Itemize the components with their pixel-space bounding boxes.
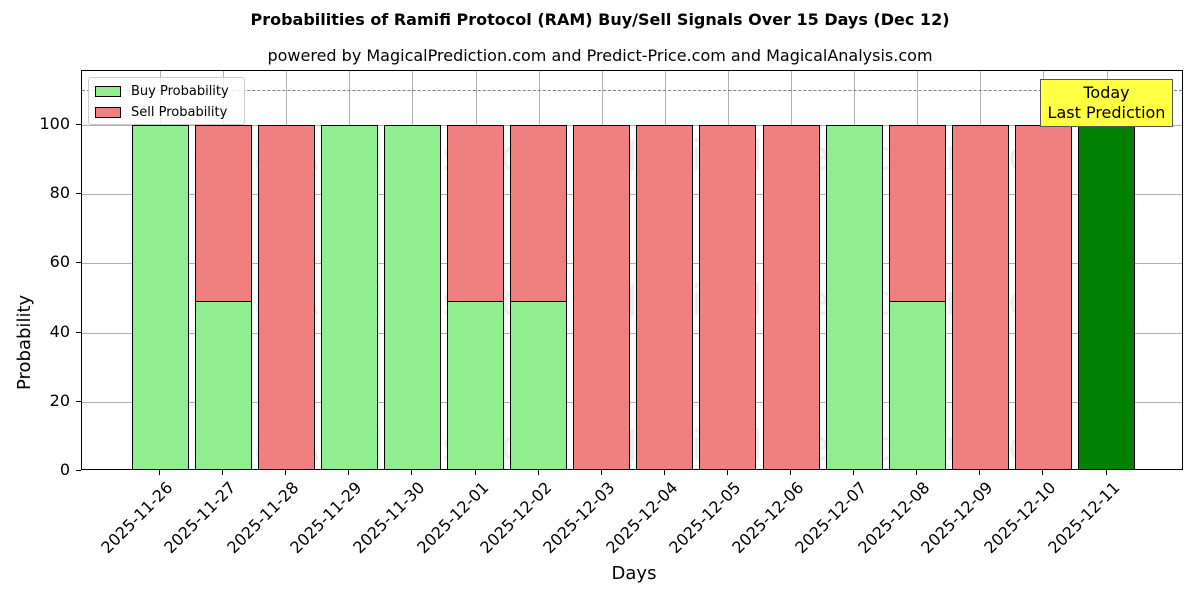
reference-line-dashed	[82, 90, 1182, 92]
bar-2025-12-07	[825, 125, 883, 469]
y-tick-label: 60	[49, 252, 70, 272]
y-tick-label: 80	[49, 183, 70, 203]
legend-item-sell: Sell Probability	[95, 103, 227, 121]
x-tick	[663, 470, 665, 475]
bar-segment-sell	[700, 126, 756, 469]
bar-segment-buy	[448, 301, 503, 469]
y-axis-label-wrap: Probability	[14, 295, 38, 450]
bar-segment-buy	[511, 301, 567, 469]
x-tick	[159, 470, 160, 475]
bar-segment-sell	[195, 126, 251, 302]
today-annotation: Today Last Prediction	[1040, 79, 1173, 127]
bar-2025-11-29	[320, 125, 378, 469]
gridline-horizontal	[82, 332, 1182, 334]
x-axis-label: Days	[611, 563, 657, 584]
y-tick-label: 0	[59, 460, 70, 479]
gridline-horizontal	[82, 263, 1182, 265]
bar-segment-buy	[195, 301, 251, 469]
x-tick	[790, 470, 791, 475]
gridline-horizontal	[82, 401, 1182, 403]
chart-subtitle: powered by MagicalPrediction.com and Pre…	[267, 46, 933, 65]
bar-2025-12-02	[510, 125, 568, 469]
y-tick	[76, 193, 81, 195]
x-tick	[411, 470, 413, 475]
bar-2025-12-05	[699, 125, 757, 469]
bar-segment-sell	[637, 126, 693, 469]
x-tick	[537, 470, 539, 475]
bar-segment-sell	[574, 126, 630, 469]
gridline-horizontal	[82, 125, 1182, 126]
legend-sell-label: Sell Probability	[131, 104, 228, 120]
bar-segment-buy	[889, 301, 945, 469]
bar-2025-11-26	[131, 125, 189, 469]
bar-2025-12-04	[636, 125, 694, 469]
bar-segment-buy	[132, 126, 188, 469]
bar-segment-sell	[511, 126, 567, 302]
x-tick	[1042, 470, 1044, 475]
plot-area: MagicalAnalysis.comMagicalPrediction.com…	[81, 70, 1183, 470]
bar-segment-buy	[384, 126, 440, 469]
bar-segment-sell	[952, 126, 1008, 469]
bar-2025-11-30	[383, 125, 441, 469]
annotation-line1: Today	[1083, 83, 1130, 102]
buy-swatch-icon	[95, 85, 121, 97]
x-tick	[853, 470, 855, 475]
bar-2025-12-03	[573, 125, 631, 469]
x-tick	[348, 470, 350, 475]
bar-2025-11-28	[257, 125, 315, 469]
x-tick	[1105, 470, 1107, 475]
x-tick	[600, 470, 602, 475]
annotation-line2: Last Prediction	[1047, 103, 1166, 122]
bar-segment-sell	[258, 126, 314, 469]
gridline-horizontal	[82, 194, 1182, 196]
bar-2025-12-09	[951, 125, 1009, 469]
bar-2025-12-01	[447, 125, 504, 469]
y-axis-label: Probability	[14, 294, 35, 390]
x-tick	[285, 470, 287, 475]
bar-segment-buy	[826, 126, 882, 469]
bar-2025-12-10	[1014, 125, 1072, 469]
bar-2025-11-27	[194, 125, 252, 469]
y-tick	[76, 331, 81, 333]
sell-swatch-icon	[95, 106, 121, 118]
x-tick	[222, 470, 224, 475]
y-tick	[76, 262, 81, 264]
bar-segment-sell	[1015, 126, 1071, 469]
bar-2025-12-08	[888, 125, 946, 469]
y-tick	[76, 470, 81, 471]
bar-segment-sell	[889, 126, 945, 302]
bar-2025-12-06	[762, 125, 820, 469]
legend-buy-label: Buy Probability	[131, 83, 229, 99]
bar-2025-12-11	[1078, 125, 1135, 469]
y-tick-label: 40	[49, 321, 70, 341]
y-tick-label: 100	[39, 114, 70, 133]
y-tick	[76, 400, 81, 402]
bar-segment-sell	[763, 126, 819, 469]
x-tick	[474, 470, 476, 475]
x-tick	[726, 470, 728, 475]
chart-title: Probabilities of Ramifi Protocol (RAM) B…	[250, 10, 950, 29]
y-tick	[76, 124, 81, 125]
bar-segment-buy	[321, 126, 377, 469]
bar-segment-sell	[448, 126, 503, 302]
legend: Buy Probability Sell Probability	[88, 77, 245, 125]
legend-item-buy: Buy Probability	[95, 82, 229, 100]
y-tick-label: 20	[49, 390, 70, 410]
x-tick	[979, 470, 981, 475]
x-tick	[916, 470, 918, 475]
